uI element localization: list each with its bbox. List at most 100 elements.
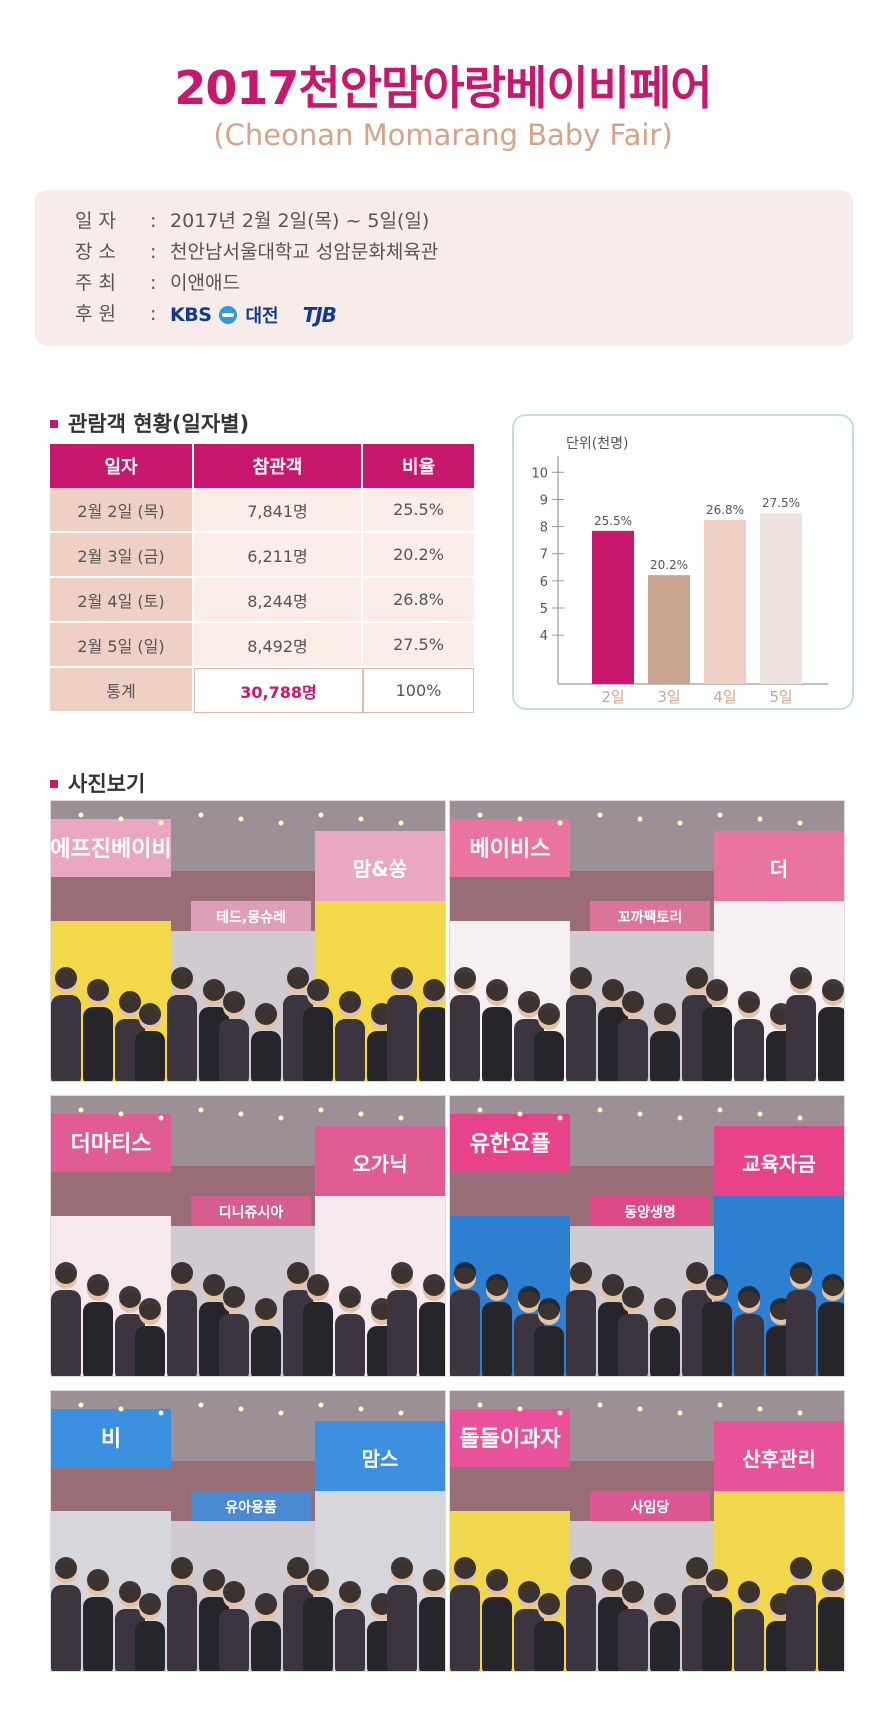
cell-day: 2월 5일 (일) (50, 623, 194, 668)
info-colon: : (150, 272, 157, 294)
svg-text:오가닉: 오가닉 (352, 1152, 407, 1176)
page-title: 2017천안맘아랑베이비페어 (174, 61, 712, 115)
chart-y-tick-label: 7 (540, 548, 548, 563)
kbs-wave-icon (219, 305, 238, 324)
chart-bar (704, 519, 746, 684)
cell-visitors: 7,841명 (194, 488, 364, 533)
svg-text:비: 비 (101, 1427, 121, 1452)
chart-svg: 단위(천명) 4 5 6 7 8 9 10 25.5% 2일 20.2% 3일 26.8% 4일 27.… (531, 436, 828, 706)
chart-y-tick-label: 6 (540, 575, 548, 590)
cell-day: 2월 2일 (목) (50, 488, 194, 533)
info-venue-label: 장 소 (75, 241, 116, 263)
table-total-row: 통계 30,788명 100% (50, 668, 474, 713)
chart-y-tick-label: 10 (531, 466, 548, 481)
cell-total-label: 통계 (50, 668, 194, 713)
header-day: 일자 (50, 444, 194, 488)
chart-data-label: 27.5% (762, 496, 800, 510)
chart-y-tick-label: 4 (540, 629, 548, 644)
svg-text:동양생명: 동양생명 (624, 1204, 676, 1221)
info-date-label: 일 자 (75, 210, 116, 232)
stats-section-title: 관람객 현황(일자별) (50, 408, 249, 438)
event-info-box: 일 자: 2017년 2월 2일(목) ~ 5일(일) 장 소: 천안남서울대학… (35, 190, 853, 346)
visitor-bar-chart: 단위(천명) 4 5 6 7 8 9 10 25.5% 2일 20.2% 3일 26.8% 4일 27.… (512, 414, 854, 710)
svg-text:디니쥬시아: 디니쥬시아 (219, 1204, 284, 1221)
chart-bar (760, 513, 802, 684)
cell-visitors: 8,492명 (194, 623, 364, 668)
chart-x-tick-label: 3일 (657, 688, 680, 706)
header-ratio: 비율 (363, 444, 474, 488)
svg-text:유한요플: 유한요플 (470, 1132, 551, 1157)
cell-visitors: 8,244명 (194, 578, 364, 623)
svg-text:에프진베이비: 에프진베이비 (51, 837, 172, 862)
chart-data-label: 20.2% (650, 558, 688, 572)
svg-text:베이비스: 베이비스 (470, 837, 551, 862)
table-row: 2월 3일 (금) 6,211명 20.2% (50, 533, 474, 578)
cell-ratio: 20.2% (363, 533, 474, 578)
header-visitors: 참관객 (194, 444, 364, 488)
gallery-section-label: 사진보기 (68, 772, 146, 796)
chart-data-label: 26.8% (706, 503, 744, 517)
chart-y-tick-label: 9 (540, 493, 548, 508)
svg-text:유아용품: 유아용품 (225, 1499, 277, 1516)
svg-text:돌돌이과자: 돌돌이과자 (459, 1427, 561, 1452)
cell-day: 2월 4일 (토) (50, 578, 194, 623)
square-bullet-icon (50, 419, 58, 428)
tjb-logo: TJB (302, 302, 337, 327)
svg-text:사임당: 사임당 (631, 1499, 670, 1516)
chart-x-tick-label: 4일 (713, 688, 736, 706)
square-bullet-icon (50, 779, 58, 788)
svg-text:꼬까팩토리: 꼬까팩토리 (618, 909, 682, 926)
svg-text:더마티스: 더마티스 (71, 1132, 152, 1157)
info-host-value: 이앤애드 (170, 272, 240, 294)
svg-text:교육자금: 교육자금 (742, 1152, 816, 1176)
table-row: 2월 2일 (목) 7,841명 25.5% (50, 488, 474, 533)
stats-section-label: 관람객 현황(일자별) (68, 412, 250, 436)
svg-text:맘스: 맘스 (362, 1447, 399, 1471)
chart-y-axis-label: 단위(천명) (566, 436, 628, 452)
chart-x-tick-label: 5일 (769, 688, 792, 706)
page-subtitle: (Cheonan Momarang Baby Fair) (213, 118, 673, 152)
info-colon: : (150, 303, 157, 325)
svg-text:더: 더 (770, 857, 788, 881)
info-sponsor-row: 후 원: KBS 대전 TJB (75, 299, 337, 327)
table-row: 2월 5일 (일) 8,492명 27.5% (50, 623, 474, 668)
chart-data-label: 25.5% (594, 514, 632, 528)
chart-bar (592, 530, 634, 684)
cell-day: 2월 3일 (금) (50, 533, 194, 578)
cell-visitors: 6,211명 (194, 533, 364, 578)
chart-y-tick-label: 8 (540, 521, 548, 536)
info-sponsor-label: 후 원 (75, 303, 116, 325)
cell-ratio: 26.8% (363, 578, 474, 623)
cell-total-ratio: 100% (363, 668, 474, 713)
kbs-logo: KBS (170, 303, 212, 326)
cell-ratio: 25.5% (363, 488, 474, 533)
kbs-city-label: 대전 (245, 305, 279, 327)
svg-text:맘&쏭: 맘&쏭 (353, 857, 407, 881)
svg-text:산후관리: 산후관리 (742, 1447, 816, 1471)
info-colon: : (150, 241, 157, 263)
info-date-value: 2017년 2월 2일(목) ~ 5일(일) (170, 210, 430, 232)
chart-bar (648, 575, 690, 684)
gallery-section-title: 사진보기 (50, 768, 145, 798)
chart-y-tick-label: 5 (540, 602, 548, 617)
info-host-row: 주 최: 이앤애드 (75, 268, 240, 296)
info-colon: : (150, 210, 157, 232)
table-header-row: 일자 참관객 비율 (50, 444, 474, 488)
info-venue-row: 장 소: 천안남서울대학교 성암문화체육관 (75, 237, 438, 265)
info-venue-value: 천안남서울대학교 성암문화체육관 (170, 241, 439, 263)
chart-x-tick-label: 2일 (601, 688, 624, 706)
visitor-stats-table: 일자 참관객 비율 2월 2일 (목) 7,841명 25.5% 2월 3일 (… (50, 444, 474, 713)
info-date-row: 일 자: 2017년 2월 2일(목) ~ 5일(일) (75, 206, 429, 234)
svg-text:테드,몽슈레: 테드,몽슈레 (216, 910, 286, 926)
